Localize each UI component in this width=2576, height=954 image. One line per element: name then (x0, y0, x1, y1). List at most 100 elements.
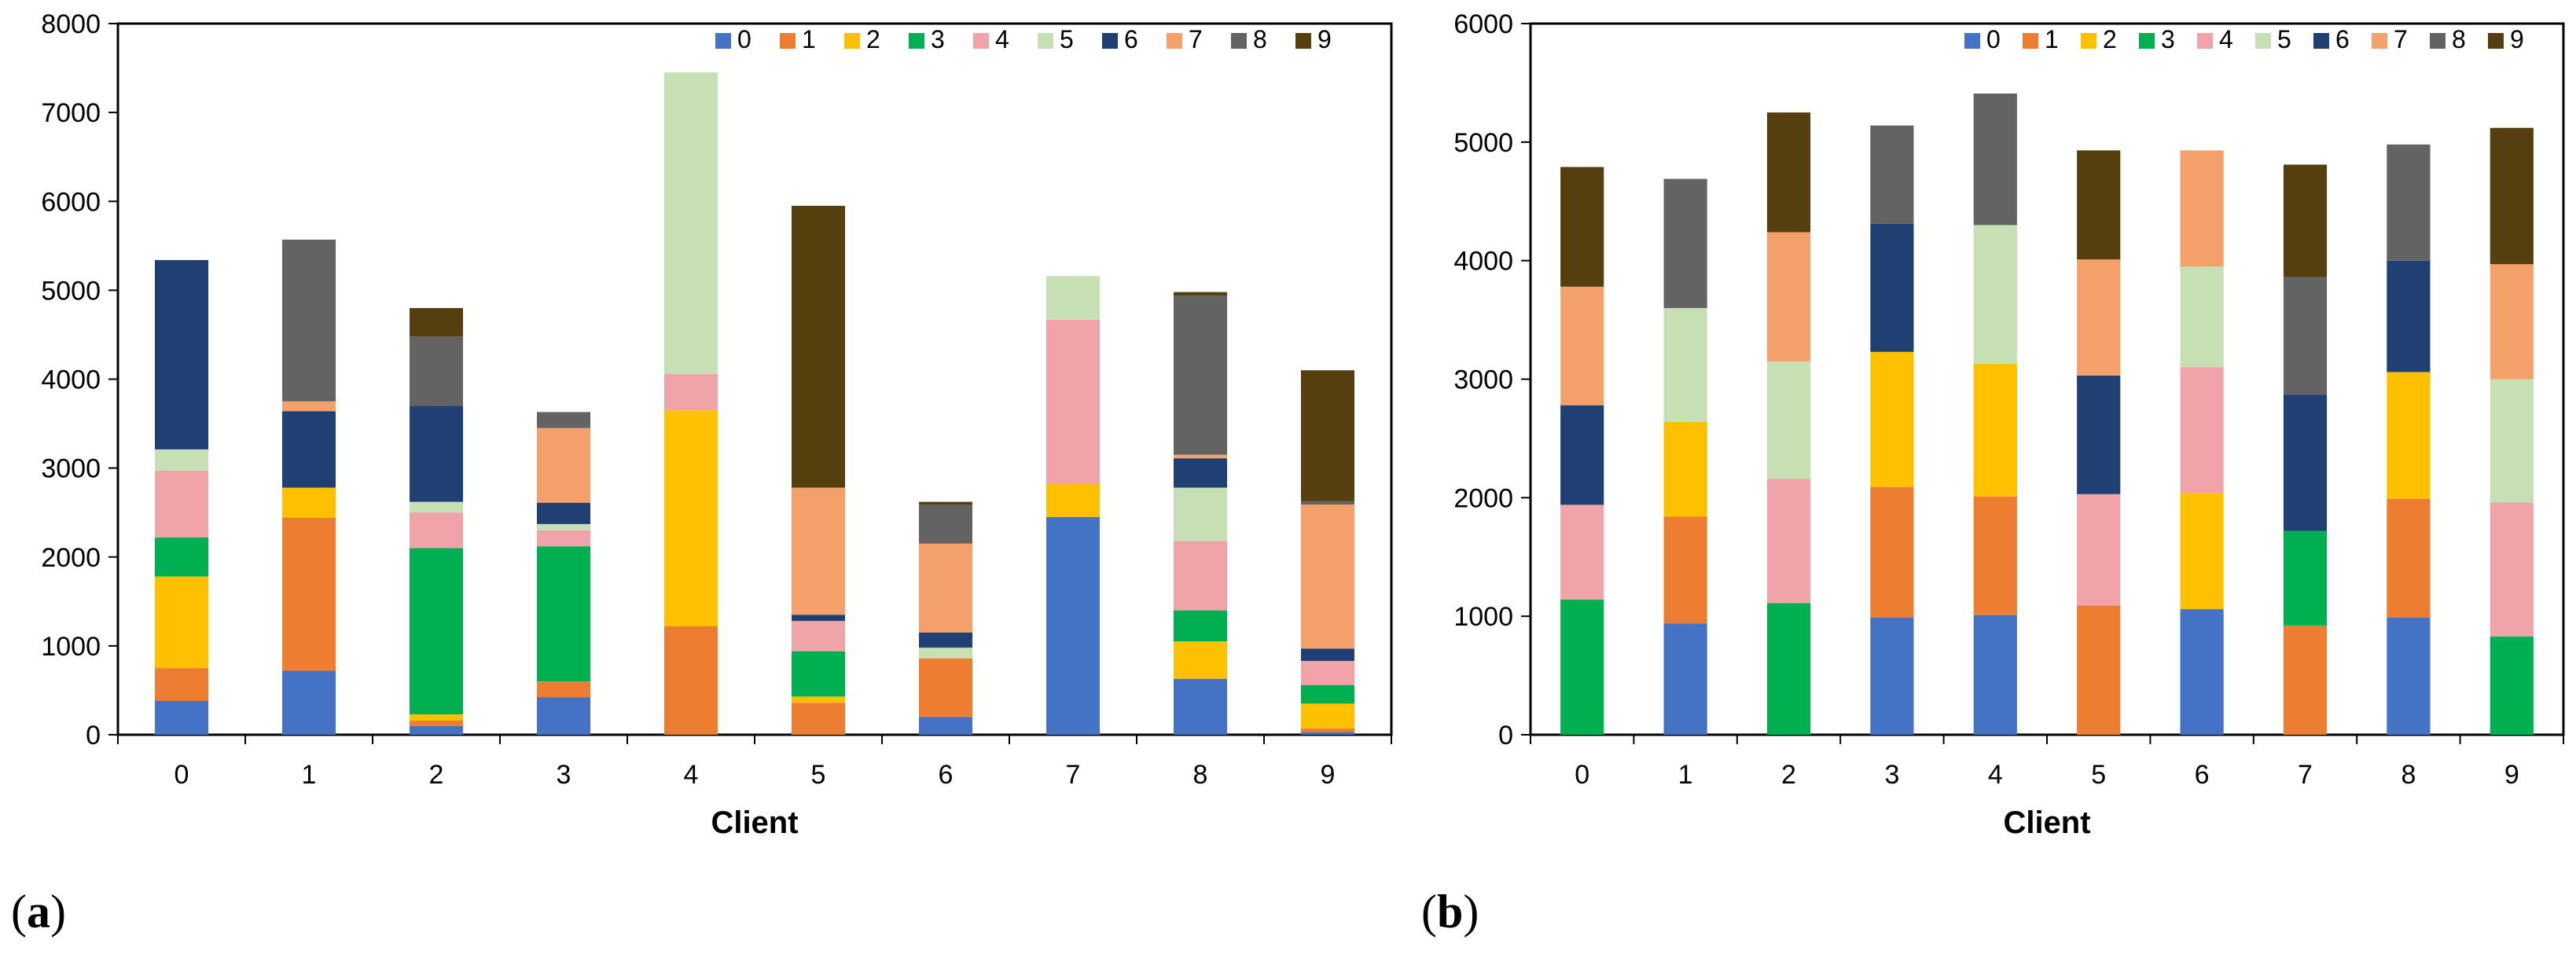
bar-segment-client-6-class-9 (918, 501, 973, 505)
bar-segment-client-8-class-0 (2387, 617, 2431, 735)
bar-segment-client-8-class-8 (1173, 295, 1228, 455)
legend-swatch-0 (715, 33, 731, 49)
y-tick-label: 6000 (1453, 9, 1513, 39)
bar-segment-client-9-class-3 (1300, 684, 1355, 704)
bar-segment-client-2-class-4 (1766, 479, 1811, 604)
bar-segment-client-8-class-1 (2387, 498, 2431, 618)
bar-segment-client-2-class-9 (409, 308, 464, 337)
bar-segment-client-6-class-0 (918, 717, 973, 735)
bar-segment-client-0-class-4 (1560, 505, 1604, 600)
bar-segment-client-8-class-2 (1173, 641, 1228, 679)
legend-label-4: 4 (2219, 25, 2233, 53)
bar-segment-client-1-class-5 (1663, 308, 1707, 422)
bar-segment-client-6-class-4 (2180, 367, 2224, 494)
y-tick-label: 7000 (41, 98, 101, 128)
bar-segment-client-8-class-7 (1173, 454, 1228, 459)
bar-segment-client-6-class-7 (2180, 150, 2224, 267)
bar-segment-client-2-class-5 (1766, 361, 1811, 479)
x-tick-label: 0 (175, 760, 189, 790)
x-tick-label: 3 (557, 760, 571, 790)
y-tick-label: 2000 (1453, 483, 1513, 513)
bar-segment-client-2-class-8 (409, 336, 464, 406)
bar-segment-client-7-class-6 (2283, 394, 2328, 531)
x-tick-label: 7 (1066, 760, 1081, 790)
bar-segment-client-9-class-9 (2490, 127, 2534, 265)
bar-segment-client-2-class-5 (409, 501, 464, 513)
bar-segment-client-9-class-8 (1300, 501, 1355, 505)
bar-segment-client-6-class-0 (2180, 609, 2224, 735)
bar-segment-client-3-class-7 (536, 427, 591, 503)
legend-label-2: 2 (2103, 25, 2117, 53)
bar-segment-client-4-class-1 (1973, 496, 2017, 615)
chart-panel-b: 0 1000 2000 3000 4000 5000 6000 0 1 2 3 4 5 6 7 8 9 Clien… (1421, 9, 2565, 937)
legend-swatch-4 (2197, 33, 2213, 49)
bar-segment-client-0-class-3 (1560, 600, 1604, 735)
y-tick-label: 1000 (1453, 602, 1513, 632)
bar-segment-client-3-class-0 (1870, 617, 1914, 735)
bar-segment-client-0-class-6 (1560, 405, 1604, 505)
bar-segment-client-0-class-7 (1560, 286, 1604, 405)
legend-label-3: 3 (931, 25, 945, 53)
y-tick-label: 6000 (41, 187, 101, 217)
bar-segment-client-3-class-1 (536, 681, 591, 698)
x-axis-title: Client (2003, 805, 2090, 840)
bar-segment-client-8-class-8 (2387, 144, 2431, 261)
legend-label-1: 1 (802, 25, 816, 53)
y-tick-label: 5000 (41, 276, 101, 306)
legend-label-7: 7 (1189, 25, 1203, 53)
bar-segment-client-9-class-7 (2490, 264, 2534, 380)
bar-segment-client-5-class-7 (791, 487, 846, 615)
bar-segment-client-8-class-5 (1173, 487, 1228, 541)
bar-segment-client-5-class-1 (791, 703, 846, 735)
legend-swatch-8 (1231, 33, 1247, 49)
bar-segment-client-2-class-3 (1766, 603, 1811, 735)
y-tick-label: 3000 (1453, 365, 1513, 395)
bar-segment-client-5-class-2 (791, 696, 846, 703)
bar-segment-client-9-class-6 (1300, 648, 1355, 662)
legend-label-5: 5 (2277, 25, 2291, 53)
bar-segment-client-1-class-2 (1663, 421, 1707, 517)
bar-segment-client-4-class-2 (1973, 363, 2017, 497)
bar-segment-client-1-class-0 (1663, 623, 1707, 735)
legend-swatch-2 (844, 33, 860, 49)
bar-segment-client-9-class-4 (1300, 661, 1355, 685)
bar-segment-client-2-class-6 (409, 405, 464, 502)
legend-swatch-1 (2023, 33, 2038, 49)
legend-label-0: 0 (1986, 25, 2001, 53)
bar-segment-client-3-class-5 (536, 523, 591, 530)
bar-segment-client-5-class-6 (2077, 375, 2121, 494)
bar-segment-client-5-class-6 (791, 615, 846, 622)
bar-segment-client-5-class-3 (791, 651, 846, 697)
bar-segment-client-0-class-3 (154, 537, 209, 577)
bar-segment-client-7-class-2 (1045, 483, 1101, 517)
chart-panel-a: 0 1000 2000 3000 4000 5000 6000 7000 8000 0 1 2 3 4 5 6… (11, 9, 1393, 937)
y-tick-label: 0 (86, 721, 101, 750)
bar-segment-client-8-class-6 (1173, 458, 1228, 488)
bar-segment-client-2-class-2 (409, 714, 464, 721)
bar-segment-client-9-class-1 (1300, 728, 1355, 732)
bar-segment-client-0-class-1 (154, 668, 209, 702)
legend-swatch-7 (1167, 33, 1182, 49)
legend-label-0: 0 (737, 25, 751, 53)
bar-segment-client-9-class-3 (2490, 636, 2534, 735)
bar-segment-client-6-class-5 (2180, 266, 2224, 368)
bar-segment-client-1-class-1 (281, 517, 336, 671)
bar-segment-client-0-class-4 (154, 471, 209, 538)
legend-swatch-6 (2313, 33, 2329, 49)
bar-segment-client-7-class-5 (1045, 276, 1101, 320)
bar-segment-client-4-class-5 (663, 72, 718, 374)
legend-swatch-1 (780, 33, 796, 49)
bar-segment-client-9-class-9 (1300, 370, 1355, 501)
bar-segment-client-4-class-8 (1973, 93, 2017, 226)
bar-segment-client-5-class-4 (791, 621, 846, 651)
x-axis-title: Client (711, 805, 798, 840)
bar-segment-client-9-class-5 (2490, 379, 2534, 503)
legend-swatch-9 (1295, 33, 1311, 49)
bar-segment-client-2-class-3 (409, 548, 464, 714)
bar-segment-client-8-class-0 (1173, 678, 1228, 735)
legend-label-2: 2 (866, 25, 880, 53)
bar-segment-client-8-class-4 (1173, 541, 1228, 611)
bar-segment-client-5-class-9 (2077, 150, 2121, 260)
y-tick-label: 0 (1498, 721, 1513, 750)
y-tick-label: 1000 (41, 632, 101, 662)
